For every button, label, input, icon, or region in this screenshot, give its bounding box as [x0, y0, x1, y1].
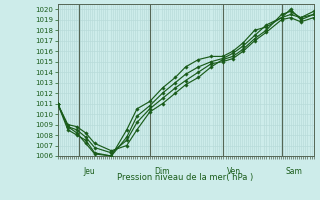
- Text: Sam: Sam: [286, 167, 303, 176]
- X-axis label: Pression niveau de la mer( hPa ): Pression niveau de la mer( hPa ): [117, 173, 254, 182]
- Text: Ven: Ven: [227, 167, 241, 176]
- Text: Jeu: Jeu: [84, 167, 95, 176]
- Text: Dim: Dim: [154, 167, 169, 176]
